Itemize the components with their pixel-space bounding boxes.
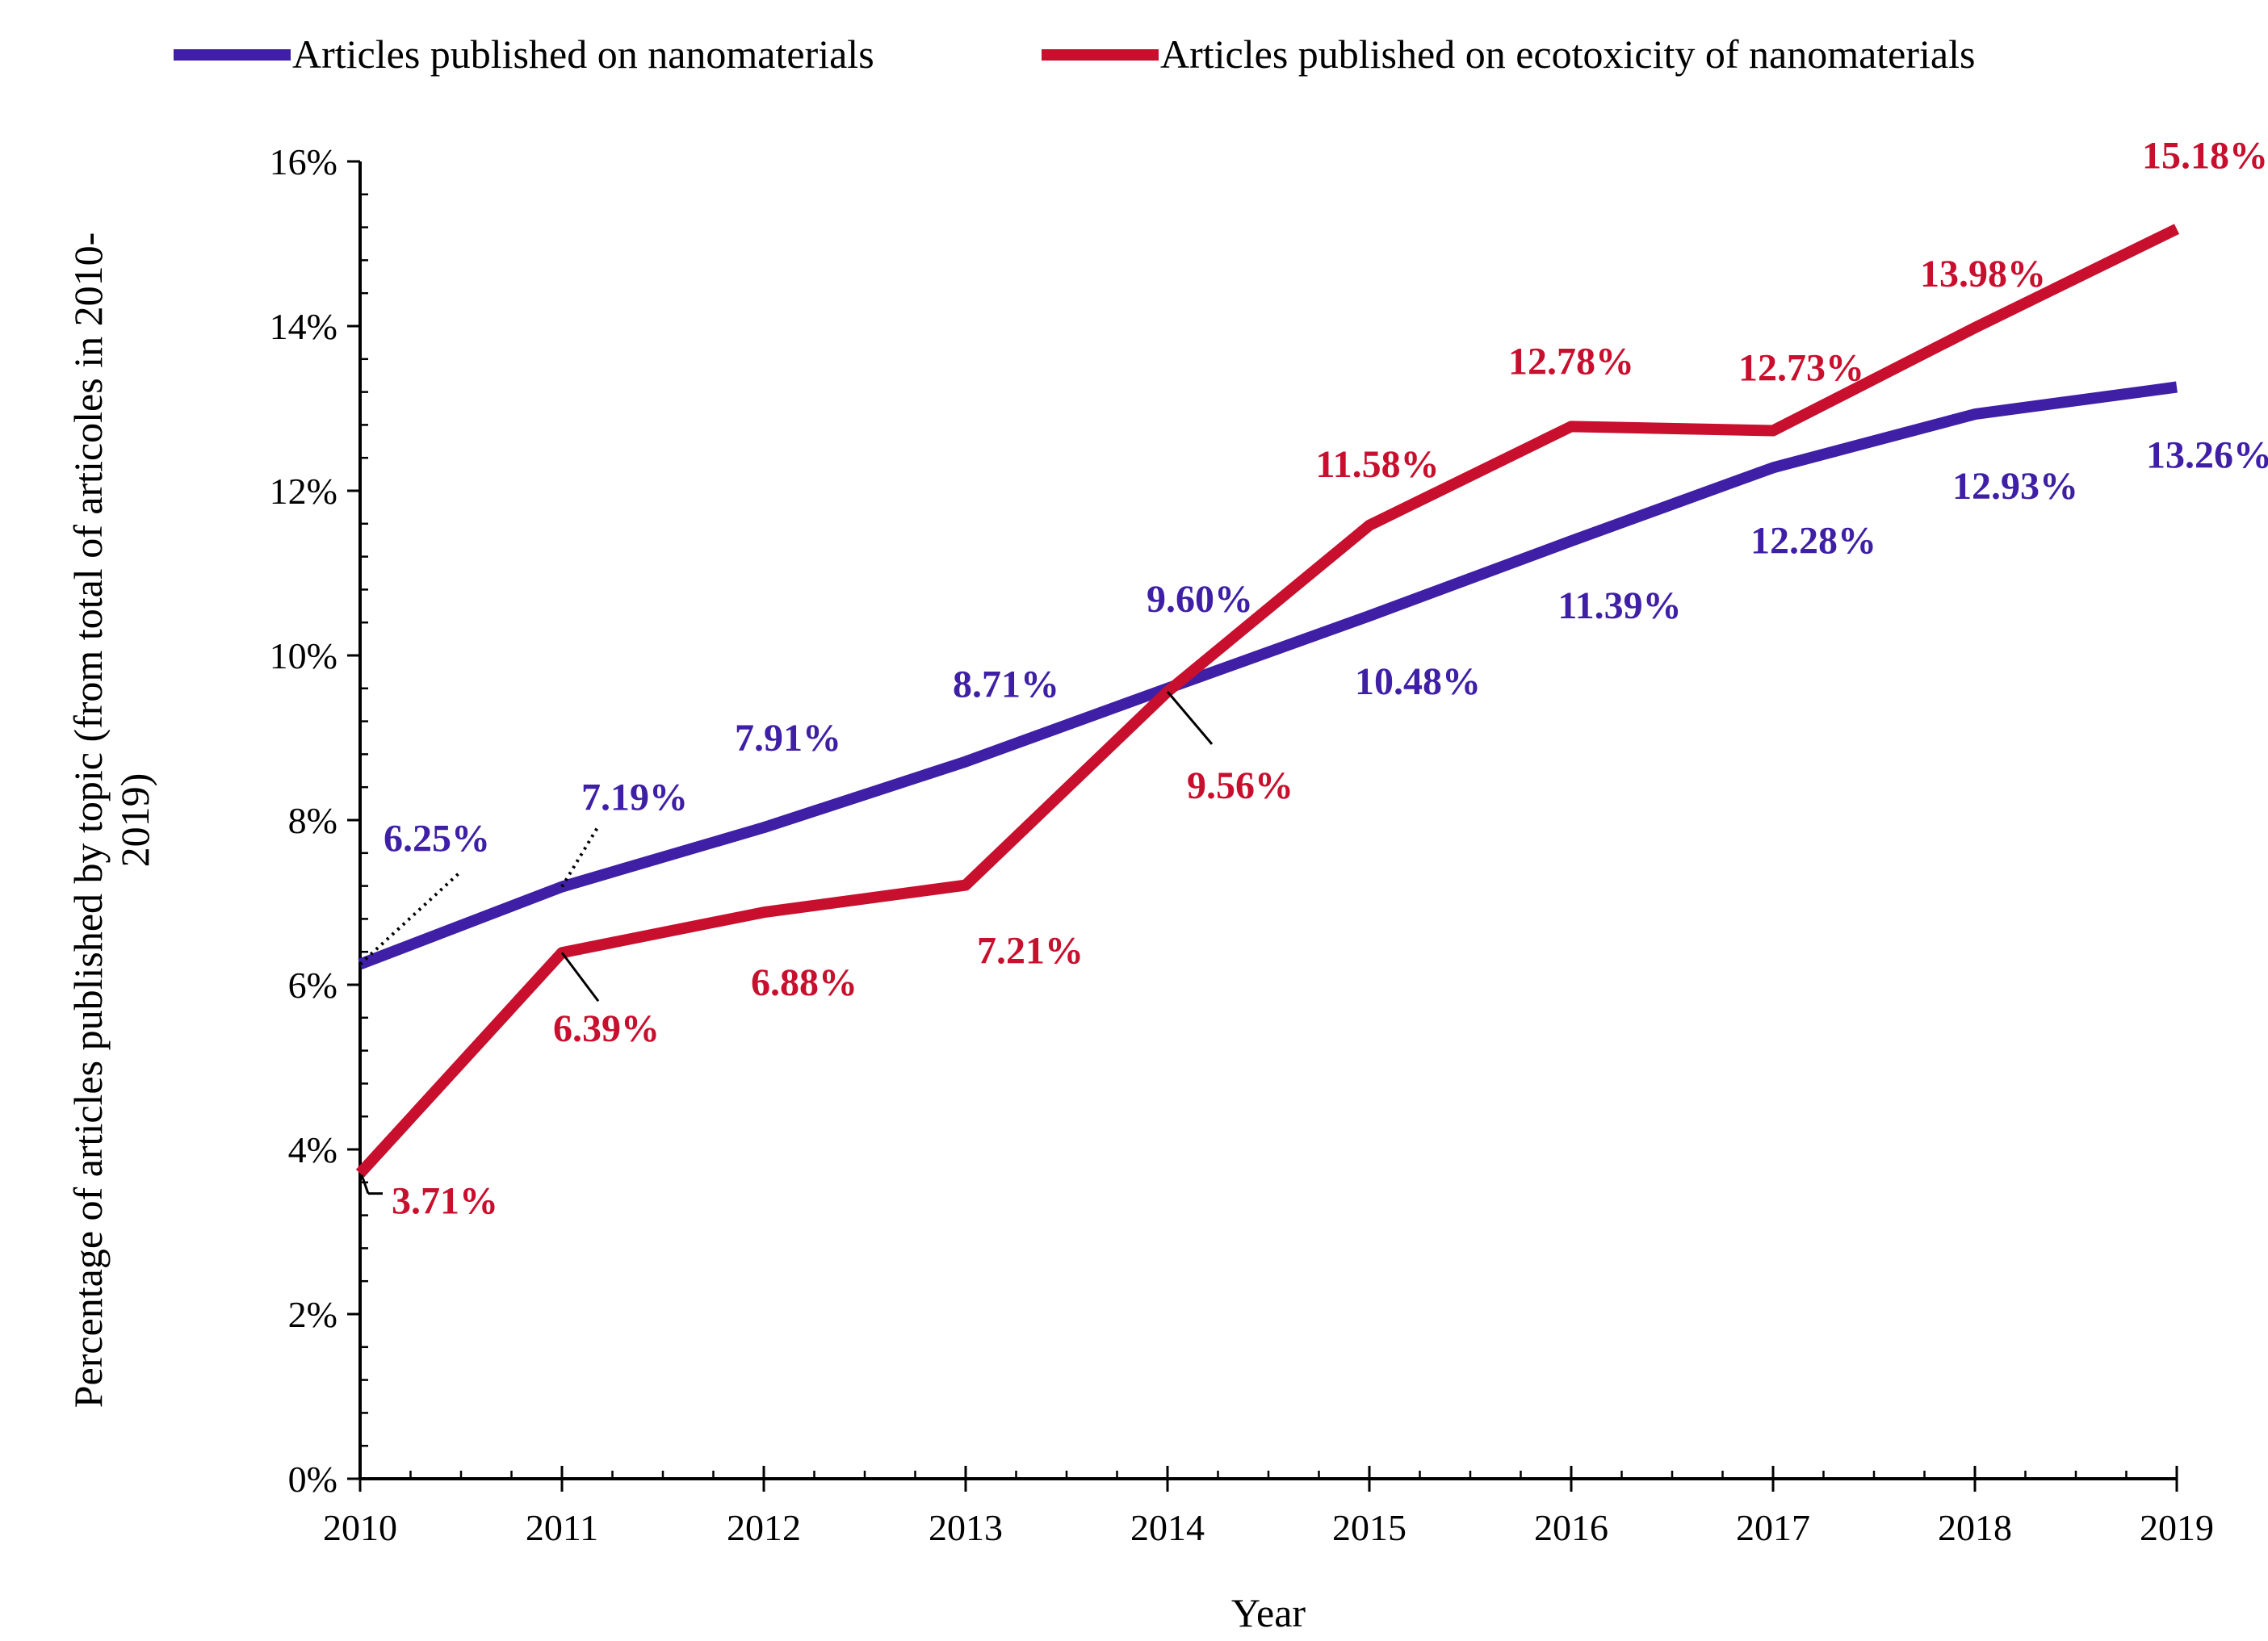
leader-line xyxy=(1166,690,1214,745)
y-tick-label: 12% xyxy=(270,471,337,512)
y-tick-label: 0% xyxy=(288,1459,337,1500)
data-label-ecotoxicity: 6.88% xyxy=(751,961,857,1004)
x-axis-ticks: 2010 2011 2012 2013 2014 2015 2016 2017 2018 2019 xyxy=(323,1466,2214,1548)
label-leader-lines xyxy=(358,690,1214,1195)
x-tick-label: 2017 xyxy=(1736,1507,1810,1548)
legend-label-ecotoxicity: Articles published on ecotoxicity of nan… xyxy=(1160,31,1975,77)
y-axis-title-line-2: 2019) xyxy=(112,773,157,868)
data-labels: 6.25% 7.19% 7.91% 8.71% 9.60% 10.48% 11.39% 12.… xyxy=(384,135,2268,1223)
data-label-ecotoxicity: 11.58% xyxy=(1315,443,1439,486)
data-label-ecotoxicity: 12.73% xyxy=(1738,347,1864,390)
series-line-ecotoxicity xyxy=(355,224,2180,1178)
y-tick-label: 4% xyxy=(288,1129,337,1170)
legend: Articles published on nanomaterials Arti… xyxy=(174,31,1975,77)
data-label-nanomaterials: 10.48% xyxy=(1355,660,1481,703)
leader-line xyxy=(560,952,600,1003)
leader-line xyxy=(360,1174,370,1195)
data-label-nanomaterials: 8.71% xyxy=(953,664,1059,706)
data-label-ecotoxicity: 7.21% xyxy=(977,930,1084,973)
y-tick-label: 8% xyxy=(288,800,337,841)
series-line-nanomaterials xyxy=(358,381,2178,970)
x-tick-label: 2018 xyxy=(1938,1507,2012,1548)
leader-line xyxy=(358,870,463,965)
data-label-nanomaterials: 13.26% xyxy=(2146,433,2268,476)
data-label-nanomaterials: 12.93% xyxy=(1952,465,2078,508)
x-tick-label: 2016 xyxy=(1534,1507,1608,1548)
data-label-ecotoxicity: 12.78% xyxy=(1508,340,1634,383)
data-label-nanomaterials: 6.25% xyxy=(384,818,490,860)
y-tick-label: 16% xyxy=(270,141,337,182)
data-label-nanomaterials: 11.39% xyxy=(1557,584,1681,627)
y-tick-label: 2% xyxy=(288,1294,337,1335)
data-label-nanomaterials: 7.91% xyxy=(735,717,841,760)
y-axis-title: Percentage of articles published by topi… xyxy=(65,232,157,1409)
y-tick-label: 10% xyxy=(270,635,337,676)
data-label-nanomaterials: 12.28% xyxy=(1750,519,1876,562)
x-tick-label: 2012 xyxy=(727,1507,801,1548)
x-tick-label: 2015 xyxy=(1332,1507,1406,1548)
y-tick-label: 6% xyxy=(288,965,337,1006)
x-tick-label: 2019 xyxy=(2140,1507,2214,1548)
data-label-nanomaterials: 7.19% xyxy=(581,777,688,819)
y-tick-label: 14% xyxy=(270,306,337,347)
data-label-ecotoxicity: 3.71% xyxy=(392,1180,498,1223)
data-label-ecotoxicity: 15.18% xyxy=(2142,135,2268,178)
legend-label-nanomaterials: Articles published on nanomaterials xyxy=(292,31,874,77)
data-label-ecotoxicity: 9.56% xyxy=(1187,764,1293,807)
x-tick-label: 2013 xyxy=(929,1507,1003,1548)
data-label-nanomaterials: 9.60% xyxy=(1147,578,1253,621)
x-axis-title: Year xyxy=(1231,1590,1306,1635)
y-axis-ticks: 0% 2% 4% 6% 8% 10% 12% 14% 16% xyxy=(270,141,368,1500)
series-lines xyxy=(355,224,2180,1178)
y-axis-title-line-1: Percentage of articles published by topi… xyxy=(65,232,111,1409)
x-tick-label: 2011 xyxy=(526,1507,598,1548)
data-label-ecotoxicity: 6.39% xyxy=(553,1007,660,1050)
x-tick-label: 2010 xyxy=(323,1507,397,1548)
x-tick-label: 2014 xyxy=(1130,1507,1205,1548)
data-label-ecotoxicity: 13.98% xyxy=(1920,253,2046,295)
leader-line xyxy=(560,825,600,888)
